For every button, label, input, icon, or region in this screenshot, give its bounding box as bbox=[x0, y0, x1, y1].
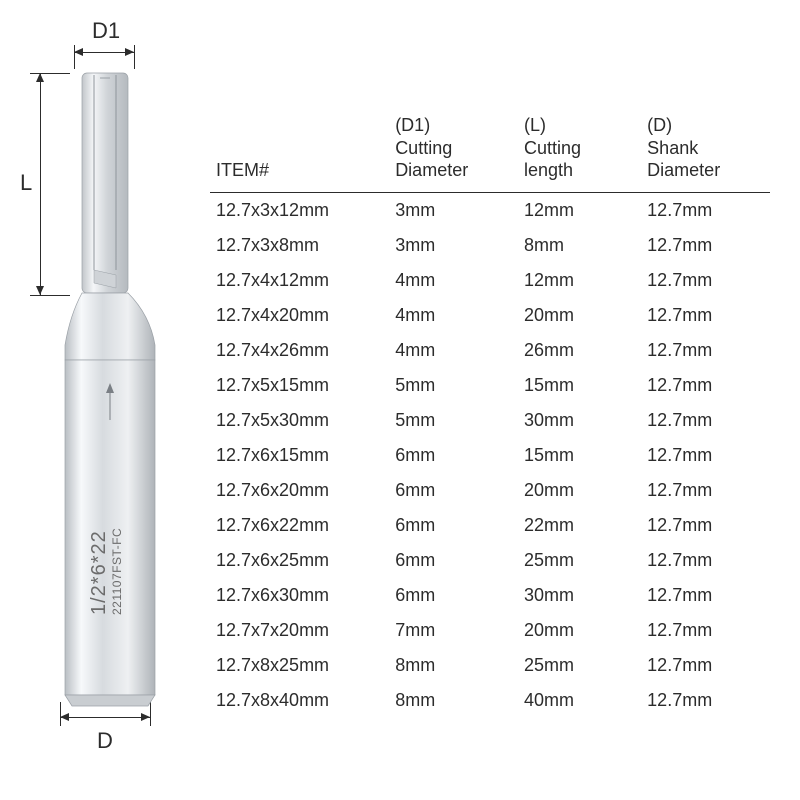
cell-d1: 3mm bbox=[389, 192, 518, 228]
th-l: (L)Cuttinglength bbox=[518, 110, 641, 192]
table-row: 12.7x7x20mm7mm20mm12.7mm bbox=[210, 613, 770, 648]
cell-d: 12.7mm bbox=[641, 438, 770, 473]
cell-item: 12.7x6x25mm bbox=[210, 543, 389, 578]
cell-item: 12.7x8x40mm bbox=[210, 683, 389, 718]
cell-l: 26mm bbox=[518, 333, 641, 368]
cell-d1: 3mm bbox=[389, 228, 518, 263]
cell-item: 12.7x5x15mm bbox=[210, 368, 389, 403]
d1-arrow-right bbox=[125, 48, 134, 56]
cell-l: 12mm bbox=[518, 192, 641, 228]
table-row: 12.7x6x15mm6mm15mm12.7mm bbox=[210, 438, 770, 473]
l-line bbox=[40, 73, 41, 295]
d-arrow-left bbox=[60, 713, 69, 721]
cell-d: 12.7mm bbox=[641, 333, 770, 368]
cell-item: 12.7x3x12mm bbox=[210, 192, 389, 228]
cell-l: 12mm bbox=[518, 263, 641, 298]
cell-l: 22mm bbox=[518, 508, 641, 543]
cell-item: 12.7x6x30mm bbox=[210, 578, 389, 613]
cell-item: 12.7x4x26mm bbox=[210, 333, 389, 368]
cell-d: 12.7mm bbox=[641, 543, 770, 578]
cell-d1: 8mm bbox=[389, 648, 518, 683]
table-header-row: ITEM# (D1)CuttingDiameter (L)Cuttingleng… bbox=[210, 110, 770, 192]
cell-item: 12.7x6x22mm bbox=[210, 508, 389, 543]
cell-d1: 6mm bbox=[389, 508, 518, 543]
cell-item: 12.7x6x20mm bbox=[210, 473, 389, 508]
cell-d1: 6mm bbox=[389, 578, 518, 613]
cell-d: 12.7mm bbox=[641, 508, 770, 543]
cell-l: 30mm bbox=[518, 578, 641, 613]
cell-d1: 7mm bbox=[389, 613, 518, 648]
cell-l: 25mm bbox=[518, 543, 641, 578]
diagram-area: D1 L D bbox=[0, 0, 200, 800]
cell-d1: 6mm bbox=[389, 543, 518, 578]
table-row: 12.7x8x40mm8mm40mm12.7mm bbox=[210, 683, 770, 718]
cell-d1: 4mm bbox=[389, 298, 518, 333]
cell-d: 12.7mm bbox=[641, 473, 770, 508]
cell-d: 12.7mm bbox=[641, 578, 770, 613]
table-row: 12.7x6x30mm6mm30mm12.7mm bbox=[210, 578, 770, 613]
label-l: L bbox=[20, 170, 32, 196]
cell-d: 12.7mm bbox=[641, 368, 770, 403]
table-row: 12.7x6x25mm6mm25mm12.7mm bbox=[210, 543, 770, 578]
table-row: 12.7x4x20mm4mm20mm12.7mm bbox=[210, 298, 770, 333]
cell-d: 12.7mm bbox=[641, 298, 770, 333]
cell-d1: 4mm bbox=[389, 263, 518, 298]
cell-l: 20mm bbox=[518, 613, 641, 648]
label-d1: D1 bbox=[92, 18, 120, 44]
th-d1: (D1)CuttingDiameter bbox=[389, 110, 518, 192]
th-d: (D)ShankDiameter bbox=[641, 110, 770, 192]
label-d: D bbox=[97, 728, 113, 754]
cell-l: 40mm bbox=[518, 683, 641, 718]
page-container: D1 L D bbox=[0, 0, 800, 800]
table-row: 12.7x3x12mm3mm12mm12.7mm bbox=[210, 192, 770, 228]
shank-engraving-main: 1/2*6*22 bbox=[88, 530, 111, 615]
table-body: 12.7x3x12mm3mm12mm12.7mm12.7x3x8mm3mm8mm… bbox=[210, 192, 770, 718]
cell-d1: 6mm bbox=[389, 473, 518, 508]
cell-d: 12.7mm bbox=[641, 228, 770, 263]
table-row: 12.7x8x25mm8mm25mm12.7mm bbox=[210, 648, 770, 683]
cell-item: 12.7x4x20mm bbox=[210, 298, 389, 333]
cell-d: 12.7mm bbox=[641, 648, 770, 683]
cell-item: 12.7x7x20mm bbox=[210, 613, 389, 648]
d1-tick-right bbox=[134, 45, 135, 69]
cell-l: 20mm bbox=[518, 473, 641, 508]
table-row: 12.7x5x30mm5mm30mm12.7mm bbox=[210, 403, 770, 438]
cell-d1: 5mm bbox=[389, 368, 518, 403]
table-row: 12.7x3x8mm3mm8mm12.7mm bbox=[210, 228, 770, 263]
cell-d1: 4mm bbox=[389, 333, 518, 368]
cell-item: 12.7x4x12mm bbox=[210, 263, 389, 298]
shank-engraving-sub: 221107FST-FC bbox=[110, 528, 124, 615]
cell-d: 12.7mm bbox=[641, 403, 770, 438]
table-row: 12.7x6x20mm6mm20mm12.7mm bbox=[210, 473, 770, 508]
table-row: 12.7x4x26mm4mm26mm12.7mm bbox=[210, 333, 770, 368]
cell-d1: 5mm bbox=[389, 403, 518, 438]
cell-l: 20mm bbox=[518, 298, 641, 333]
cell-l: 30mm bbox=[518, 403, 641, 438]
cell-d1: 6mm bbox=[389, 438, 518, 473]
table-row: 12.7x5x15mm5mm15mm12.7mm bbox=[210, 368, 770, 403]
th-item: ITEM# bbox=[210, 110, 389, 192]
cell-d: 12.7mm bbox=[641, 683, 770, 718]
table-row: 12.7x6x22mm6mm22mm12.7mm bbox=[210, 508, 770, 543]
cell-l: 8mm bbox=[518, 228, 641, 263]
cell-item: 12.7x3x8mm bbox=[210, 228, 389, 263]
l-arrow-up bbox=[36, 73, 44, 82]
cell-item: 12.7x8x25mm bbox=[210, 648, 389, 683]
cell-item: 12.7x6x15mm bbox=[210, 438, 389, 473]
cell-l: 25mm bbox=[518, 648, 641, 683]
cell-l: 15mm bbox=[518, 368, 641, 403]
cell-d: 12.7mm bbox=[641, 192, 770, 228]
table-row: 12.7x4x12mm4mm12mm12.7mm bbox=[210, 263, 770, 298]
d-line bbox=[60, 717, 150, 718]
cell-item: 12.7x5x30mm bbox=[210, 403, 389, 438]
l-arrow-down bbox=[36, 286, 44, 295]
cell-d: 12.7mm bbox=[641, 613, 770, 648]
d1-arrow-left bbox=[74, 48, 83, 56]
table-area: ITEM# (D1)CuttingDiameter (L)Cuttingleng… bbox=[200, 0, 800, 800]
spec-table: ITEM# (D1)CuttingDiameter (L)Cuttingleng… bbox=[210, 110, 770, 718]
cell-d: 12.7mm bbox=[641, 263, 770, 298]
cell-l: 15mm bbox=[518, 438, 641, 473]
cell-d1: 8mm bbox=[389, 683, 518, 718]
d-arrow-right bbox=[141, 713, 150, 721]
